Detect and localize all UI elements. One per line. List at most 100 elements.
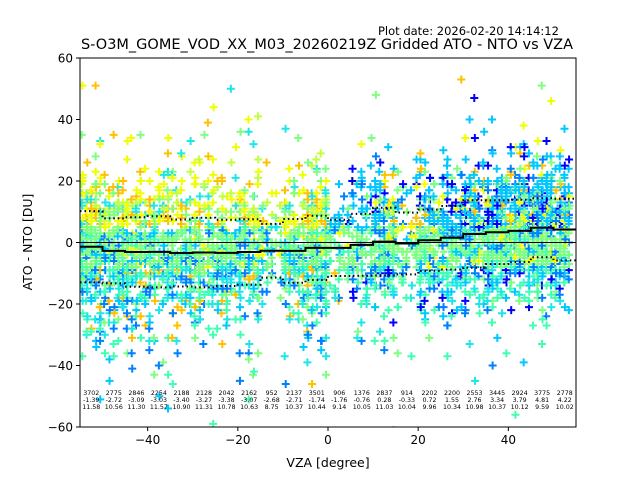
bin-count: 2778 [557,390,573,397]
data-point [285,315,294,324]
data-point [353,278,362,287]
data-point [155,392,164,401]
data-point [258,300,267,308]
data-point [357,180,366,189]
data-point [100,330,109,339]
data-point [348,232,357,241]
data-point [376,158,385,167]
data-point [371,244,380,253]
data-point [164,133,173,142]
data-point [100,223,109,232]
data-point [443,321,452,330]
data-point [131,204,140,213]
data-point [507,149,516,158]
y-tick-label: 40 [58,113,73,127]
data-point [154,183,163,192]
data-point [385,201,394,210]
data-point [349,260,358,269]
bin-mean: -3.03 [151,397,167,404]
data-point [218,204,227,213]
data-point [86,210,95,219]
data-point [91,152,100,161]
data-point [186,167,195,176]
data-point [123,155,132,164]
data-point [326,220,335,229]
data-point [204,229,213,238]
data-point [105,201,114,210]
data-point [222,284,231,293]
data-point [96,140,105,149]
data-point [191,216,200,225]
data-point [87,293,96,302]
data-point [145,195,154,204]
data-point [348,253,357,262]
data-point [146,284,155,293]
data-point [487,318,496,327]
data-point [443,155,452,164]
data-point [177,213,186,222]
data-point [86,195,95,204]
bin-mean: -1.74 [309,397,325,404]
data-point [281,124,290,133]
data-point [213,300,222,308]
data-point [492,164,501,173]
data-point [80,352,87,361]
x-axis: −40 −20 0 20 40 [135,427,516,447]
data-point [362,284,371,293]
data-point [80,220,86,229]
data-point [249,272,258,281]
data-point [307,226,316,235]
data-point [136,177,145,185]
data-point [303,287,312,296]
data-point [154,263,163,272]
data-point [240,269,249,278]
data-point [465,115,474,124]
data-point [330,226,339,235]
data-point [83,247,92,256]
data-point [312,318,321,327]
data-point [298,300,307,308]
data-point [322,333,331,342]
data-point [163,149,172,158]
data-point [379,312,388,321]
data-point [231,173,240,182]
data-point [203,118,212,127]
data-point [137,253,146,262]
data-point [231,266,240,275]
data-point [236,293,245,302]
data-point [114,198,123,207]
data-point [367,133,376,142]
data-point [218,232,227,241]
data-point [371,263,380,272]
data-point [312,155,321,164]
data-point [164,404,173,413]
data-point [190,269,199,278]
data-point [358,226,367,235]
data-point [267,272,276,281]
data-point [290,216,299,225]
data-point [321,189,330,198]
scatter-points [80,58,574,427]
data-point [236,315,245,324]
data-point [200,130,209,139]
data-point [244,127,253,136]
data-point [101,281,110,290]
data-point [122,204,131,213]
data-point [371,90,380,99]
data-point [186,300,195,308]
bin-std: 9.96 [422,404,436,411]
data-point [357,318,366,327]
data-point [555,152,564,161]
data-point [164,370,173,379]
data-point [362,204,371,213]
bin-mean: 1.55 [445,397,459,404]
data-point [249,140,258,149]
data-point [231,143,240,152]
data-point [245,275,254,284]
data-point [487,115,496,124]
data-point [263,278,272,287]
bin-count: 3702 [83,390,99,397]
bin-mean: -0.76 [354,397,370,404]
data-point [92,343,101,352]
data-point [227,195,236,204]
